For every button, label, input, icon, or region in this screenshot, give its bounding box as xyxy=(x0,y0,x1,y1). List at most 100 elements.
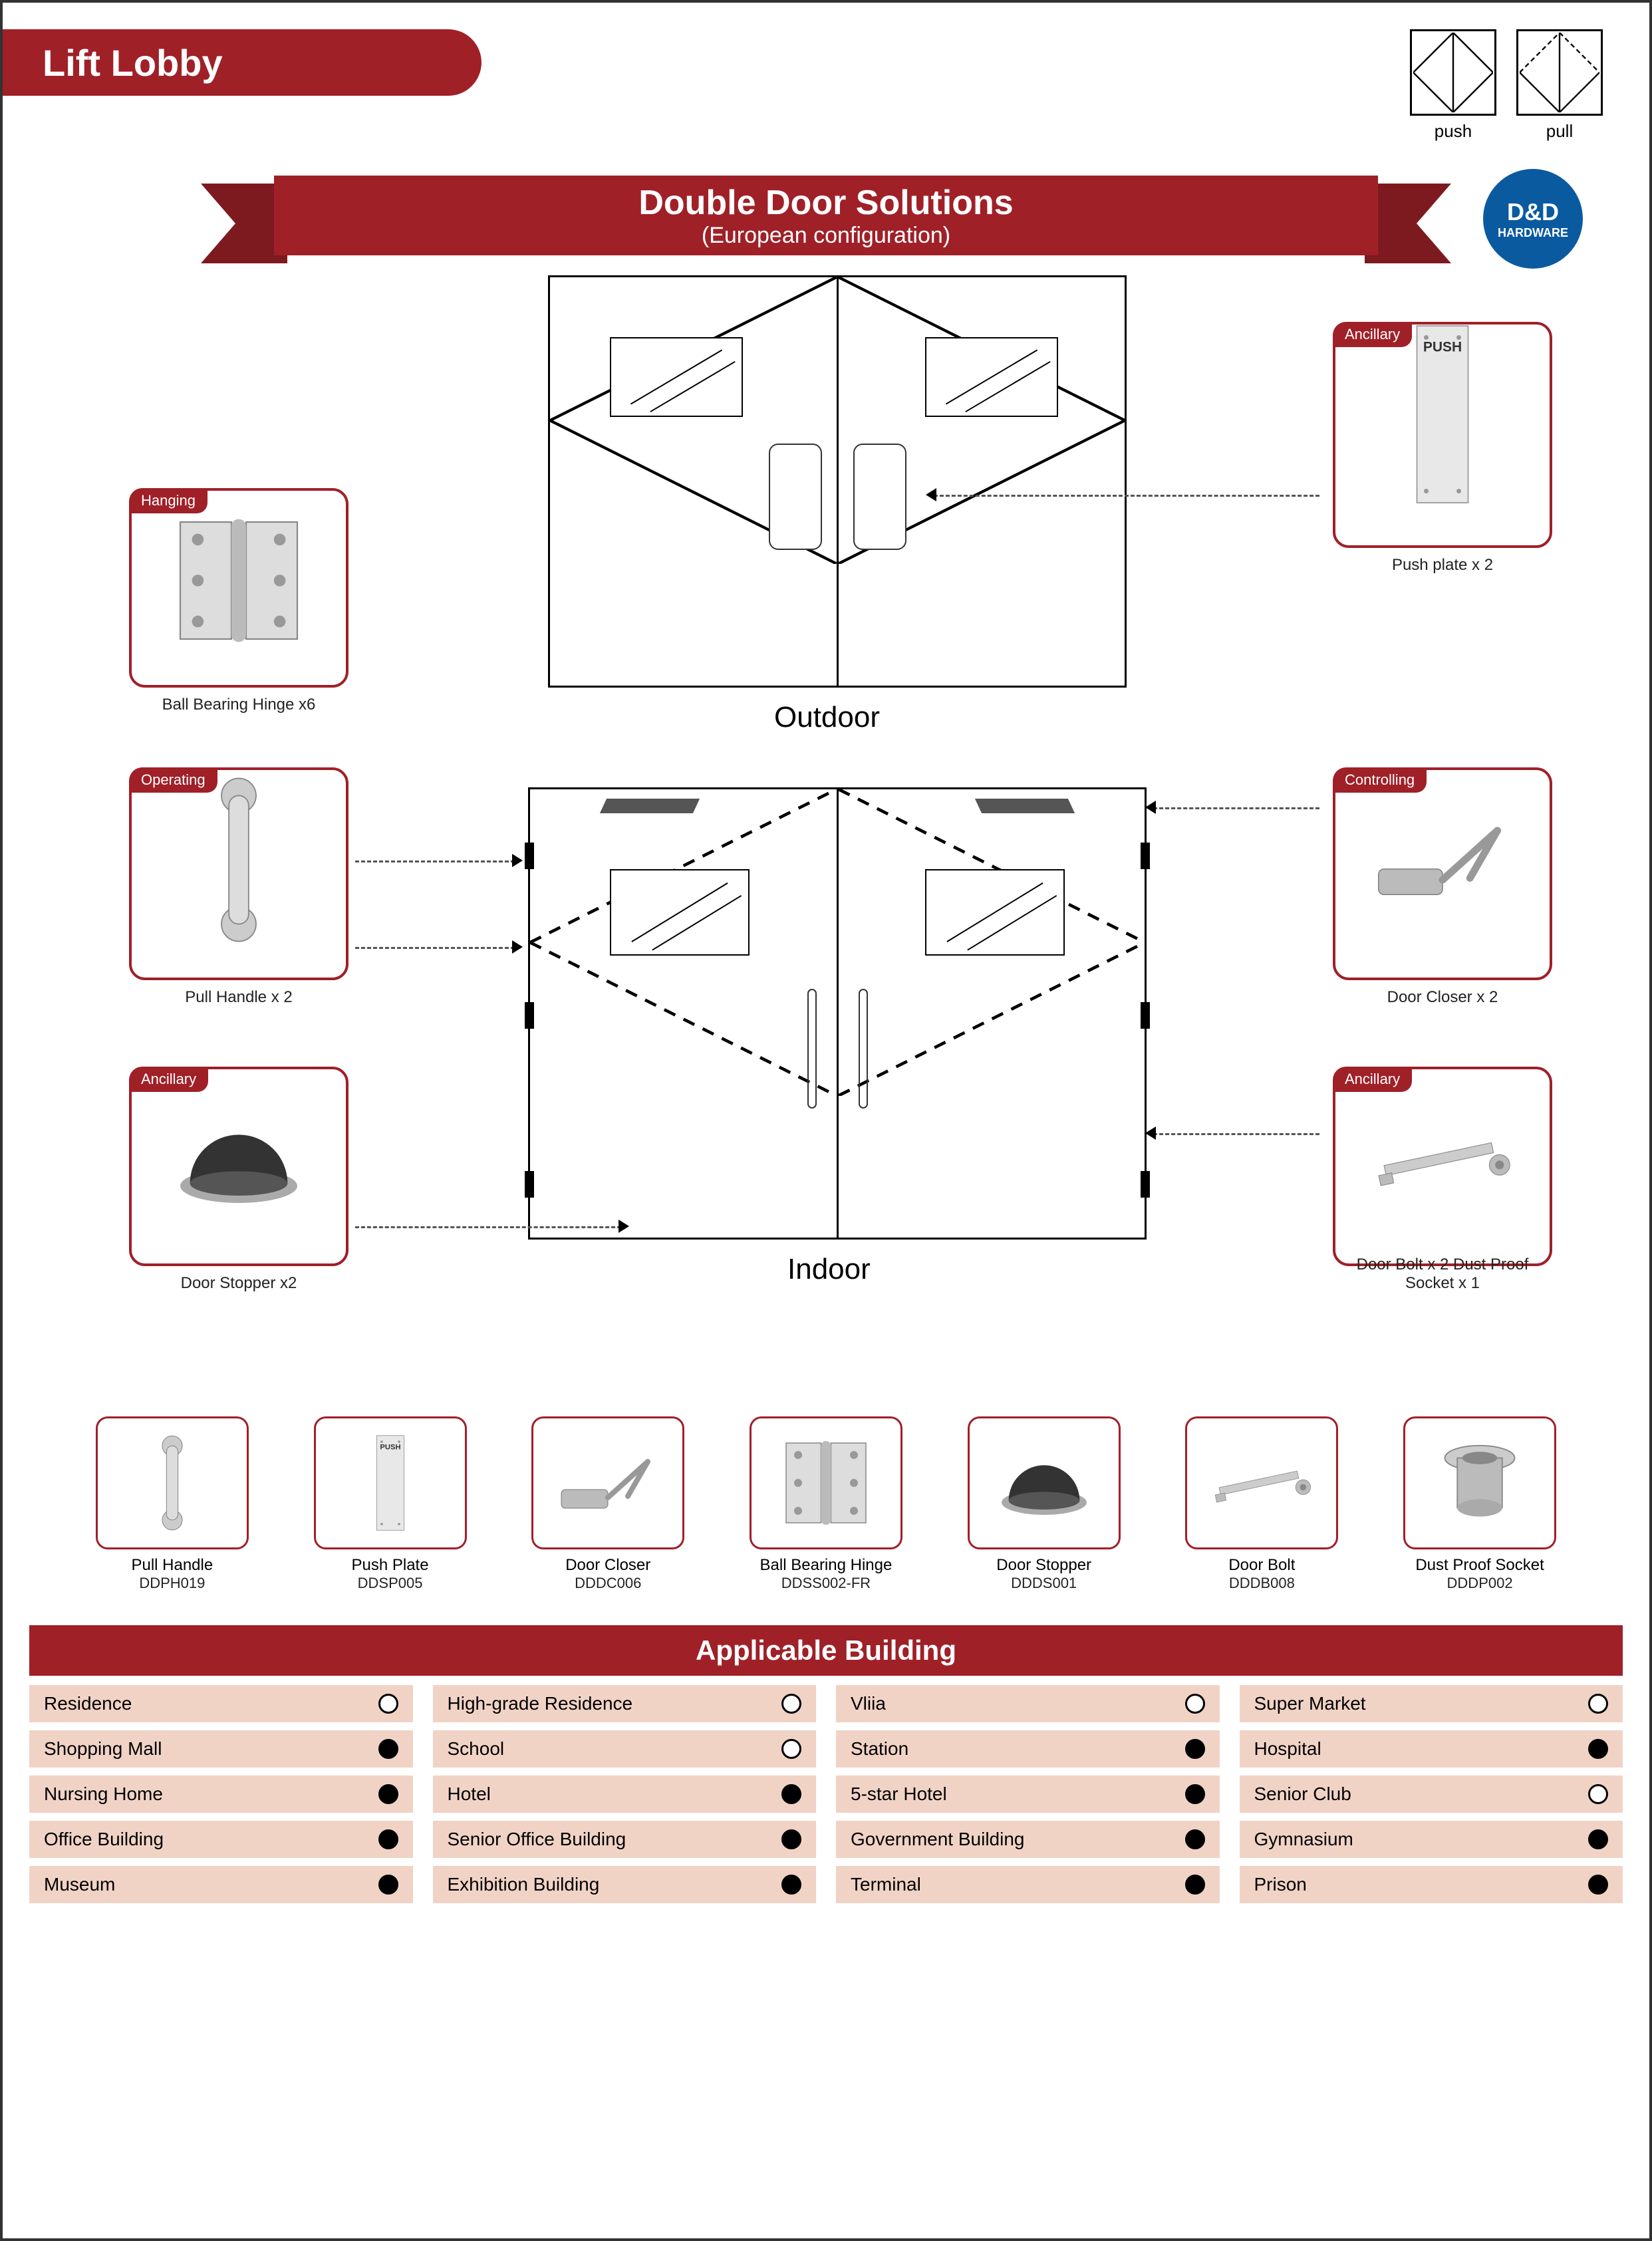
label-indoor: Indoor xyxy=(787,1253,871,1286)
applicable-grid: ResidenceHigh-grade ResidenceVliiaSuper … xyxy=(29,1676,1623,1903)
applicable-label: High-grade Residence xyxy=(448,1693,633,1714)
legend-pull-label: pull xyxy=(1516,121,1603,142)
component-caption: Pull Handle x 2 xyxy=(132,988,346,1007)
arrow-icon xyxy=(512,854,523,867)
component-caption: Ball Bearing Hinge x6 xyxy=(132,696,346,714)
arrow-icon xyxy=(619,1220,629,1233)
legend-push: push xyxy=(1410,29,1496,142)
logo-bottom: HARDWARE xyxy=(1498,226,1568,240)
status-dot xyxy=(1588,1784,1608,1804)
connector xyxy=(355,860,515,862)
svg-text:PUSH: PUSH xyxy=(1423,340,1462,355)
arrow-icon xyxy=(1145,801,1156,814)
component-caption: Push plate x 2 xyxy=(1335,556,1550,575)
thumb-image xyxy=(96,1416,249,1549)
thumb-bolt: Door Bolt DDDB008 xyxy=(1172,1416,1351,1592)
component-caption: Door Closer x 2 xyxy=(1335,988,1550,1007)
connector xyxy=(934,495,1319,497)
thumb-sku: DDDP002 xyxy=(1390,1575,1570,1592)
component-image xyxy=(132,491,346,657)
connector xyxy=(355,947,515,949)
thumb-name: Door Stopper xyxy=(954,1556,1134,1575)
applicable-cell: Shopping Mall xyxy=(29,1730,413,1768)
component-image: PUSH xyxy=(1335,325,1550,491)
arrow-icon xyxy=(512,940,523,954)
component-tag: Controlling xyxy=(1333,767,1427,793)
status-dot xyxy=(1185,1784,1205,1804)
component-tag: Operating xyxy=(129,767,217,793)
status-dot xyxy=(378,1694,398,1714)
legend-pull: pull xyxy=(1516,29,1603,142)
status-dot xyxy=(781,1739,801,1759)
page-title: Lift Lobby xyxy=(43,41,223,84)
status-dot xyxy=(1185,1739,1205,1759)
applicable-cell: Super Market xyxy=(1240,1685,1623,1722)
thumb-name: Door Bolt xyxy=(1172,1556,1351,1575)
legend-push-label: push xyxy=(1410,121,1496,142)
diagram-area: Outdoor Indoor xyxy=(29,275,1623,1592)
applicable-cell: Nursing Home xyxy=(29,1776,413,1813)
header-row: Lift Lobby push pull xyxy=(29,29,1623,142)
component-tag: Hanging xyxy=(129,488,207,513)
thumb-name: Pull Handle xyxy=(82,1556,262,1575)
applicable-cell: Terminal xyxy=(836,1866,1220,1903)
applicable-label: Government Building xyxy=(851,1829,1024,1850)
brand-logo: D&D HARDWARE xyxy=(1483,169,1583,269)
status-dot xyxy=(1185,1875,1205,1895)
component-image xyxy=(132,770,346,936)
component-card-bolt: Ancillary Door Bolt x 2 Dust Proof Socke… xyxy=(1333,1067,1552,1266)
applicable-label: Prison xyxy=(1254,1874,1307,1895)
thumb-closer: Door Closer DDDC006 xyxy=(518,1416,698,1592)
push-icon xyxy=(1410,29,1496,116)
applicable-cell: Office Building xyxy=(29,1821,413,1858)
applicable-cell: School xyxy=(433,1730,817,1768)
component-caption: Door Stopper x2 xyxy=(132,1274,346,1293)
applicable-label: Exhibition Building xyxy=(448,1874,600,1895)
ribbon: Double Door Solutions (European configur… xyxy=(29,162,1623,269)
ribbon-subtitle: (European configuration) xyxy=(702,223,950,249)
status-dot xyxy=(378,1829,398,1849)
thumb-image xyxy=(531,1416,684,1549)
svg-text:PUSH: PUSH xyxy=(380,1443,400,1451)
applicable-cell: Government Building xyxy=(836,1821,1220,1858)
component-card-pull: Operating Pull Handle x 2 xyxy=(129,767,348,980)
applicable-label: 5-star Hotel xyxy=(851,1783,947,1805)
applicable-cell: 5-star Hotel xyxy=(836,1776,1220,1813)
thumb-handle: Pull Handle DDPH019 xyxy=(82,1416,262,1592)
thumb-sku: DDDC006 xyxy=(518,1575,698,1592)
thumb-name: Door Closer xyxy=(518,1556,698,1575)
applicable-label: Gymnasium xyxy=(1254,1829,1353,1850)
thumb-sku: DDSP005 xyxy=(301,1575,480,1592)
thumb-sku: DDSS002-FR xyxy=(736,1575,916,1592)
status-dot xyxy=(781,1875,801,1895)
component-image xyxy=(132,1069,346,1236)
component-tag: Ancillary xyxy=(129,1067,208,1092)
applicable-cell: Prison xyxy=(1240,1866,1623,1903)
page-title-pill: Lift Lobby xyxy=(3,29,482,96)
status-dot xyxy=(378,1784,398,1804)
applicable-cell: Vliia xyxy=(836,1685,1220,1722)
status-dot xyxy=(378,1875,398,1895)
door-figure-outdoor xyxy=(548,275,1127,688)
arrow-icon xyxy=(926,488,936,501)
applicable-cell: Senior Office Building xyxy=(433,1821,817,1858)
applicable-cell: Hospital xyxy=(1240,1730,1623,1768)
status-dot xyxy=(1185,1829,1205,1849)
component-image xyxy=(1335,1069,1550,1236)
thumb-stopper: Door Stopper DDDS001 xyxy=(954,1416,1134,1592)
applicable-section: Applicable Building ResidenceHigh-grade … xyxy=(29,1625,1623,1903)
thumb-image xyxy=(750,1416,902,1549)
thumb-sku: DDPH019 xyxy=(82,1575,262,1592)
connector xyxy=(1153,807,1319,809)
label-outdoor: Outdoor xyxy=(774,701,880,734)
applicable-cell: Gymnasium xyxy=(1240,1821,1623,1858)
thumb-name: Push Plate xyxy=(301,1556,480,1575)
thumb-name: Ball Bearing Hinge xyxy=(736,1556,916,1575)
thumb-plate: PUSH Push Plate DDSP005 xyxy=(301,1416,480,1592)
product-thumbs-row: Pull Handle DDPH019 PUSH Push Plate DDSP… xyxy=(29,1416,1623,1592)
thumb-image xyxy=(1403,1416,1556,1549)
status-dot xyxy=(781,1784,801,1804)
push-pull-legend: push pull xyxy=(1410,29,1603,142)
component-tag: Ancillary xyxy=(1333,322,1412,347)
applicable-cell: Hotel xyxy=(433,1776,817,1813)
